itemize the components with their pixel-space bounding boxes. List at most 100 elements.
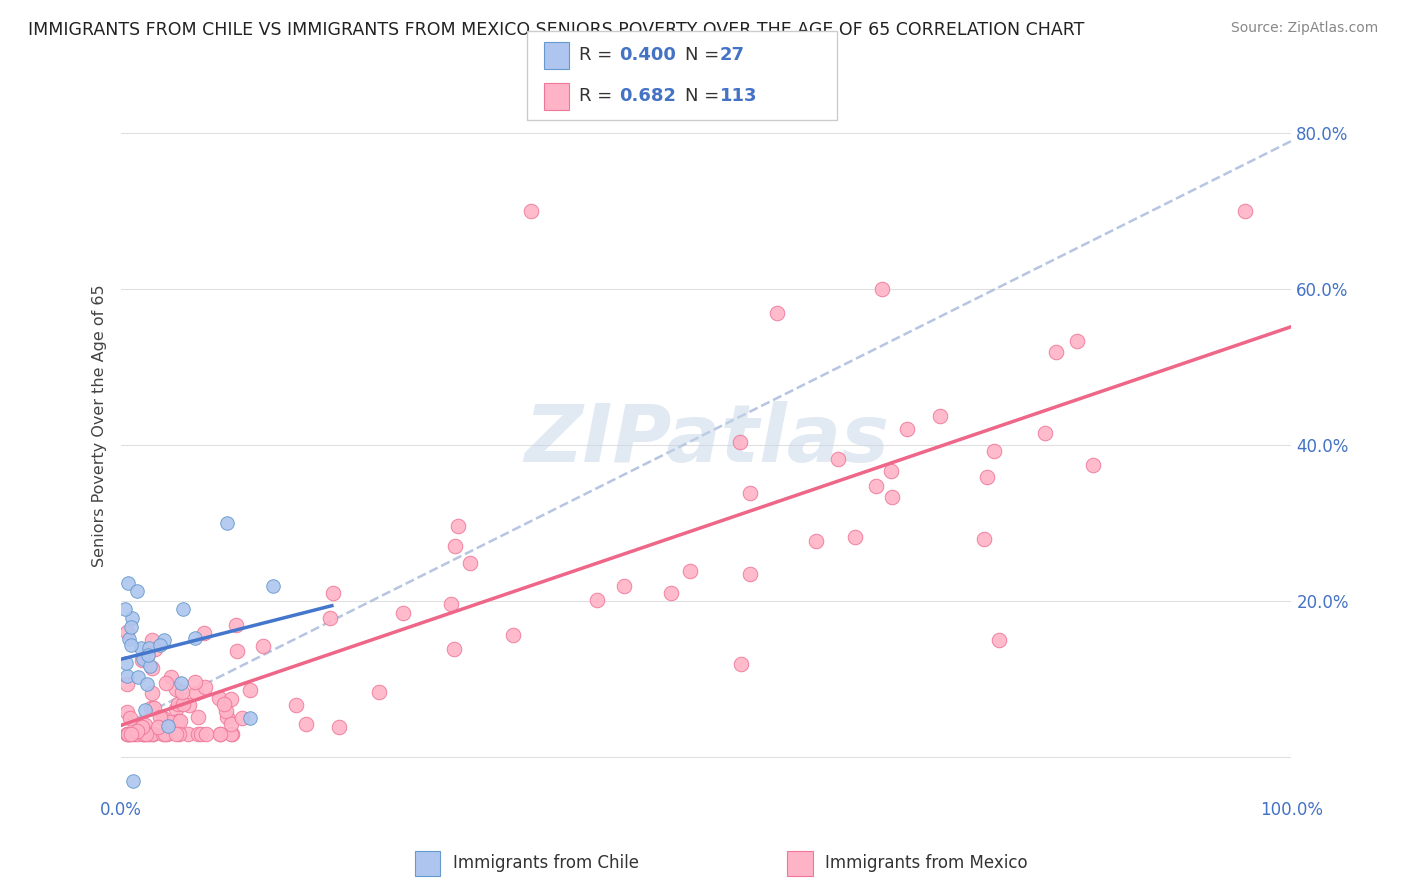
Point <box>208 691 231 706</box>
Point <box>585 592 607 607</box>
Point <box>219 692 242 706</box>
Point <box>125 583 148 598</box>
Point <box>117 576 139 591</box>
Point <box>209 727 232 741</box>
Point <box>142 701 165 715</box>
Point <box>328 720 350 734</box>
Point <box>153 727 176 741</box>
Point <box>165 702 187 716</box>
Point <box>738 485 761 500</box>
Point <box>127 727 149 741</box>
Point <box>134 717 156 731</box>
Point <box>252 639 274 653</box>
Point <box>193 626 215 640</box>
Text: Immigrants from Mexico: Immigrants from Mexico <box>825 855 1028 872</box>
Point <box>187 709 209 723</box>
Point <box>208 727 231 741</box>
Text: Immigrants from Chile: Immigrants from Chile <box>453 855 638 872</box>
Point <box>115 705 138 719</box>
Point <box>502 628 524 642</box>
Point <box>167 714 190 728</box>
Point <box>368 685 391 699</box>
Point <box>1045 345 1067 359</box>
Point <box>183 631 205 645</box>
Point <box>120 727 142 741</box>
Point <box>160 670 183 684</box>
Point <box>194 680 217 694</box>
Point <box>613 578 636 592</box>
Point <box>214 698 236 712</box>
Point <box>146 720 169 734</box>
Point <box>215 710 238 724</box>
Point <box>149 638 172 652</box>
Point <box>167 698 190 712</box>
Point <box>1081 458 1104 472</box>
Point <box>976 470 998 484</box>
Point <box>285 698 308 712</box>
Point <box>844 530 866 544</box>
Point <box>391 607 413 621</box>
Point <box>870 282 893 296</box>
Point <box>730 657 752 671</box>
Point <box>896 422 918 436</box>
Point <box>294 717 316 731</box>
Point <box>134 727 156 741</box>
Point <box>983 444 1005 458</box>
Y-axis label: Seniors Poverty Over the Age of 65: Seniors Poverty Over the Age of 65 <box>93 285 107 567</box>
Point <box>142 727 165 741</box>
Point <box>443 539 465 553</box>
Point <box>122 727 145 741</box>
Point <box>145 641 167 656</box>
Point <box>118 711 141 725</box>
Point <box>120 727 142 741</box>
Point <box>987 633 1010 648</box>
Point <box>141 727 163 741</box>
Text: N =: N = <box>685 46 724 64</box>
Point <box>141 661 163 675</box>
Point <box>131 652 153 666</box>
Point <box>165 727 187 741</box>
Point <box>231 711 253 725</box>
Point <box>1066 334 1088 349</box>
Point <box>134 703 156 717</box>
Point <box>139 658 162 673</box>
Point <box>152 711 174 725</box>
Point <box>827 451 849 466</box>
Point <box>149 710 172 724</box>
Point <box>136 649 159 664</box>
Point <box>928 409 950 423</box>
Point <box>177 727 200 741</box>
Point <box>190 727 212 741</box>
Point <box>520 204 543 219</box>
Point <box>973 532 995 546</box>
Point <box>157 719 180 733</box>
Point <box>167 727 190 741</box>
Point <box>125 723 148 738</box>
Point <box>221 716 243 731</box>
Point <box>443 641 465 656</box>
Point <box>152 633 174 648</box>
Point <box>1233 204 1256 219</box>
Point <box>131 720 153 734</box>
Point <box>114 602 136 616</box>
Point <box>239 683 262 698</box>
Point <box>172 602 194 616</box>
Point <box>225 644 247 658</box>
Text: Source: ZipAtlas.com: Source: ZipAtlas.com <box>1230 21 1378 35</box>
Point <box>115 727 138 741</box>
Point <box>215 516 238 530</box>
Point <box>132 727 155 741</box>
Point <box>155 675 177 690</box>
Point <box>165 682 187 697</box>
Point <box>728 434 751 449</box>
Point <box>439 598 461 612</box>
Text: R =: R = <box>579 87 619 105</box>
Point <box>195 727 218 741</box>
Point <box>121 620 143 634</box>
Point <box>184 675 207 690</box>
Point <box>138 727 160 741</box>
Point <box>865 479 887 493</box>
Point <box>131 653 153 667</box>
Point <box>117 727 139 741</box>
Point <box>132 727 155 741</box>
